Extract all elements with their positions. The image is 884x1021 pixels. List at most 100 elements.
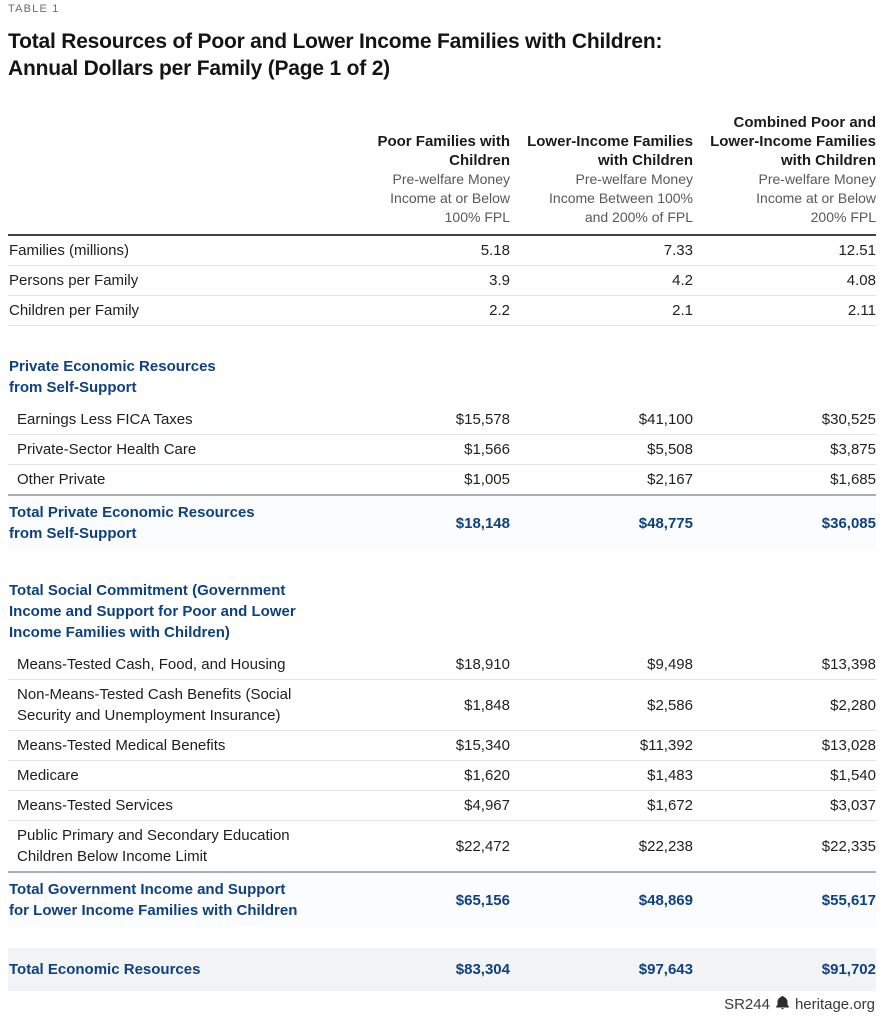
row-label-line: Children Below Income Limit: [17, 848, 208, 865]
table-row: Private-Sector Health Care $1,566 $5,508 $3…: [8, 435, 876, 465]
cell-value: $41,100: [638, 411, 693, 428]
row-label-line: Other Private: [17, 471, 106, 488]
cell-value: 5.18: [480, 242, 510, 259]
cell-value: $3,875: [830, 441, 876, 458]
cell-value: $91,702: [821, 961, 876, 978]
section-heading-line: Private Economic Resources: [9, 358, 216, 375]
column-title-line: Lower-Income Families: [527, 133, 693, 150]
cell-value: $55,617: [821, 891, 876, 909]
column-subtitle-line: 200% FPL: [810, 209, 876, 225]
row-label: Medicare: [8, 765, 327, 786]
row-label-line: for Lower Income Families with Children: [9, 902, 298, 919]
data-table: Families (millions) 5.18 7.33 12.51 Persons …: [8, 236, 876, 991]
cell-value: $1,483: [647, 767, 693, 784]
cell-value: 4.08: [846, 272, 876, 289]
table-row: Means-Tested Medical Benefits $15,340 $11,…: [8, 731, 876, 761]
table-row: Other Private $1,005 $2,167 $1,685: [8, 465, 876, 495]
cell-value: $2,167: [647, 471, 693, 488]
total-row: Total Government Income and Support for L…: [8, 871, 876, 927]
cell-value: 4.2: [672, 272, 693, 289]
row-label-line: Families (millions): [9, 242, 130, 259]
row-label-line: Medicare: [17, 767, 79, 784]
cell-value: 2.2: [489, 302, 510, 319]
row-label-line: Means-Tested Services: [17, 797, 173, 814]
section-heading-line: Total Social Commitment (Government: [9, 582, 286, 599]
cell-value: $5,508: [647, 441, 693, 458]
cell-value: $13,028: [821, 737, 876, 754]
row-label: Total Private Economic Resources from Sel…: [8, 502, 327, 544]
row-label-line: Private-Sector Health Care: [17, 441, 197, 458]
row-label-line: Total Government Income and Support: [9, 881, 286, 898]
column-header: Combined Poor and Lower-Income Families wi…: [693, 113, 876, 227]
row-label: Means-Tested Medical Benefits: [8, 735, 327, 756]
column-subtitle-line: Pre-welfare Money: [575, 171, 694, 187]
cell-value: $30,525: [821, 411, 876, 428]
cell-value: $15,578: [455, 411, 510, 428]
heritage-bell-icon: [775, 995, 790, 1014]
row-label: Earnings Less FICA Taxes: [8, 409, 327, 430]
page-title-line-1: Total Resources of Poor and Lower Income…: [8, 30, 663, 53]
cell-value: $36,085: [821, 514, 876, 532]
table-row: Non-Means-Tested Cash Benefits (Social Se…: [8, 680, 876, 731]
cell-value: $97,643: [638, 961, 693, 978]
row-label: Means-Tested Cash, Food, and Housing: [8, 654, 327, 675]
row-label-line: Total Private Economic Resources: [9, 504, 255, 521]
table-row: Persons per Family 3.9 4.2 4.08: [8, 266, 876, 296]
row-label: Other Private: [8, 469, 327, 490]
column-subtitle-line: Income at or Below: [756, 190, 876, 206]
column-title-line: Lower-Income Families: [710, 133, 876, 150]
table-row: Earnings Less FICA Taxes $15,578 $41,100 $3…: [8, 405, 876, 435]
cell-value: $18,148: [455, 514, 510, 532]
column-title-line: Poor Families with: [377, 133, 510, 150]
page-title: Total Resources of Poor and Lower Income…: [8, 28, 876, 82]
table-row: Means-Tested Cash, Food, and Housing $18,…: [8, 650, 876, 680]
cell-value: $1,685: [830, 471, 876, 488]
row-label: Total Economic Resources: [8, 959, 327, 980]
row-label: Persons per Family: [8, 270, 327, 291]
cell-value: $1,566: [464, 441, 510, 458]
column-title-line: Children: [449, 152, 510, 169]
row-label: Children per Family: [8, 300, 327, 321]
cell-value: $48,869: [638, 891, 693, 909]
row-label-line: Means-Tested Medical Benefits: [17, 737, 226, 754]
row-label-line: Earnings Less FICA Taxes: [17, 411, 193, 428]
section-heading-line: from Self-Support: [9, 379, 137, 396]
cell-value: $9,498: [647, 656, 693, 673]
cell-value: $15,340: [455, 737, 510, 754]
cell-value: $1,005: [464, 471, 510, 488]
total-row: Total Private Economic Resources from Sel…: [8, 494, 876, 550]
column-header: Poor Families with Children Pre-welfare Mo…: [327, 132, 510, 227]
cell-value: $22,472: [455, 837, 510, 855]
table-row: Public Primary and Secondary Education Ch…: [8, 821, 876, 872]
table-row: Medicare $1,620 $1,483 $1,540: [8, 761, 876, 791]
cell-value: 12.51: [838, 242, 876, 259]
cell-value: 7.33: [663, 242, 693, 259]
cell-value: $22,335: [821, 837, 876, 855]
row-label: Families (millions): [8, 240, 327, 261]
row-label: Means-Tested Services: [8, 795, 327, 816]
cell-value: $2,280: [830, 696, 876, 714]
column-subtitle-line: Pre-welfare Money: [392, 171, 511, 187]
cell-value: 2.1: [672, 302, 693, 319]
column-subtitle-line: Pre-welfare Money: [758, 171, 877, 187]
row-label-line: Persons per Family: [9, 272, 139, 289]
cell-value: $3,037: [830, 797, 876, 814]
page-footer: SR244 heritage.org: [724, 994, 875, 1014]
cell-value: $22,238: [638, 837, 693, 855]
column-subtitle-line: and 200% of FPL: [584, 209, 693, 225]
cell-value: $65,156: [455, 891, 510, 909]
row-label-line: Non-Means-Tested Cash Benefits (Social: [17, 686, 292, 703]
column-header-row: Poor Families with Children Pre-welfare Mo…: [8, 113, 876, 236]
cell-value: 2.11: [847, 302, 876, 319]
cell-value: 3.9: [489, 272, 510, 289]
cell-value: $13,398: [821, 656, 876, 673]
row-label-line: Public Primary and Secondary Education: [17, 827, 290, 844]
cell-value: $1,672: [647, 797, 693, 814]
cell-value: $11,392: [639, 737, 693, 754]
row-label-line: Children per Family: [9, 302, 140, 319]
site-url: heritage.org: [794, 995, 875, 1013]
total-row: Total Economic Resources $83,304 $97,643 $9…: [8, 948, 876, 991]
row-label: Public Primary and Secondary Education Ch…: [8, 825, 327, 867]
row-label-line: Means-Tested Cash, Food, and Housing: [17, 656, 286, 673]
